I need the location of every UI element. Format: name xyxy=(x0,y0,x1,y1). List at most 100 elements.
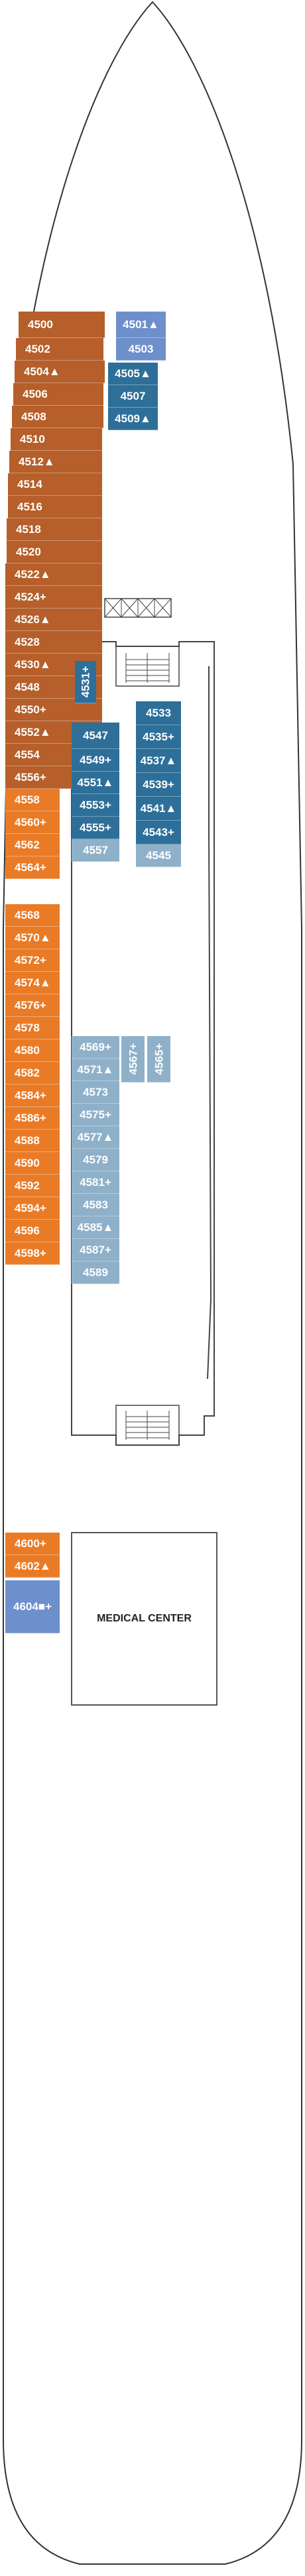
cabin-number: 4549+ xyxy=(80,754,111,766)
cabin-number: 4557 xyxy=(83,844,108,856)
cabin-4553[interactable]: 4553+ xyxy=(72,794,119,817)
cabin-4518[interactable]: 4518 xyxy=(7,518,102,541)
cabin-number: 4575+ xyxy=(80,1108,111,1121)
cabin-4537[interactable]: 4537▲ xyxy=(136,749,181,773)
cabin-4584[interactable]: 4584+ xyxy=(5,1084,60,1107)
cabin-number: 4500 xyxy=(28,318,53,331)
cabin-number: 4514 xyxy=(17,478,42,491)
cabin-4522[interactable]: 4522▲ xyxy=(5,563,102,586)
cabin-4582[interactable]: 4582 xyxy=(5,1062,60,1084)
cabin-4576[interactable]: 4576+ xyxy=(5,994,60,1017)
cabin-4575[interactable]: 4575+ xyxy=(72,1104,119,1126)
cabin-4587[interactable]: 4587+ xyxy=(72,1239,119,1261)
cabin-4508[interactable]: 4508 xyxy=(12,406,103,428)
cabin-4505[interactable]: 4505▲ xyxy=(108,363,158,385)
cabin-4557[interactable]: 4557 xyxy=(72,839,119,862)
cabin-4594[interactable]: 4594+ xyxy=(5,1197,60,1220)
cabin-4507[interactable]: 4507 xyxy=(108,385,158,408)
cabin-number: 4564+ xyxy=(15,861,46,874)
cabin-4572[interactable]: 4572+ xyxy=(5,949,60,972)
cabin-number: 4565+ xyxy=(152,1043,165,1075)
cabin-4512[interactable]: 4512▲ xyxy=(9,451,102,473)
cabin-4585[interactable]: 4585▲ xyxy=(72,1216,119,1239)
cabin-4600[interactable]: 4600+ xyxy=(5,1533,60,1555)
cabin-4526[interactable]: 4526▲ xyxy=(5,609,102,631)
cabin-number: 4520 xyxy=(16,546,41,558)
cabin-4568[interactable]: 4568 xyxy=(5,904,60,927)
cabin-4558[interactable]: 4558 xyxy=(5,789,60,811)
cabin-number: 4589 xyxy=(83,1266,108,1279)
cabin-number: 4588 xyxy=(15,1134,40,1147)
cabin-4524[interactable]: 4524+ xyxy=(5,586,102,609)
cabin-number: 4551▲ xyxy=(77,776,114,789)
cabin-number: 4548 xyxy=(15,681,40,693)
cabin-number: 4584+ xyxy=(15,1089,46,1102)
cabin-4535[interactable]: 4535+ xyxy=(136,725,181,749)
cabin-4562[interactable]: 4562 xyxy=(5,834,60,856)
cabin-4555[interactable]: 4555+ xyxy=(72,817,119,839)
cabin-4520[interactable]: 4520 xyxy=(7,541,102,563)
cabin-4516[interactable]: 4516 xyxy=(8,496,102,518)
cabin-4569[interactable]: 4569+ xyxy=(72,1036,119,1059)
cabin-4541[interactable]: 4541▲ xyxy=(136,797,181,821)
cabin-4504[interactable]: 4504▲ xyxy=(15,361,105,383)
cabin-4503[interactable]: 4503 xyxy=(116,338,166,361)
cabin-4578[interactable]: 4578 xyxy=(5,1017,60,1039)
cabin-4570[interactable]: 4570▲ xyxy=(5,927,60,949)
cabin-number: 4600+ xyxy=(15,1537,46,1550)
cabin-4531[interactable]: 4531+ xyxy=(75,661,96,703)
cabin-4500[interactable]: 4500 xyxy=(19,312,105,338)
cabin-number: 4535+ xyxy=(143,731,174,743)
cabin-4514[interactable]: 4514 xyxy=(8,473,102,496)
cabin-4592[interactable]: 4592 xyxy=(5,1175,60,1197)
cabin-number: 4594+ xyxy=(15,1202,46,1214)
cabin-4510[interactable]: 4510 xyxy=(11,428,102,451)
cabin-4602[interactable]: 4602▲ xyxy=(5,1555,60,1578)
cabin-number: 4571▲ xyxy=(77,1063,114,1076)
cabin-4539[interactable]: 4539+ xyxy=(136,773,181,797)
cabin-4560[interactable]: 4560+ xyxy=(5,811,60,834)
cabin-4588[interactable]: 4588 xyxy=(5,1130,60,1152)
cabin-4598[interactable]: 4598+ xyxy=(5,1242,60,1265)
cabin-4571[interactable]: 4571▲ xyxy=(72,1059,119,1081)
cabin-number: 4503 xyxy=(128,343,154,355)
cabin-number: 4587+ xyxy=(80,1244,111,1256)
cabin-4586[interactable]: 4586+ xyxy=(5,1107,60,1130)
cabin-4567[interactable]: 4567+ xyxy=(121,1036,145,1083)
cabin-4583[interactable]: 4583 xyxy=(72,1194,119,1216)
cabin-4574[interactable]: 4574▲ xyxy=(5,972,60,994)
cabin-4549[interactable]: 4549+ xyxy=(72,749,119,772)
cabin-4564[interactable]: 4564+ xyxy=(5,856,60,879)
cabin-number: 4572+ xyxy=(15,954,46,966)
cabin-4577[interactable]: 4577▲ xyxy=(72,1126,119,1149)
cabin-4545[interactable]: 4545 xyxy=(136,845,181,867)
cabin-4579[interactable]: 4579 xyxy=(72,1149,119,1171)
cabin-number: 4582 xyxy=(15,1067,40,1079)
cabin-4590[interactable]: 4590 xyxy=(5,1152,60,1175)
cabin-4543[interactable]: 4543+ xyxy=(136,821,181,845)
cabin-4573[interactable]: 4573 xyxy=(72,1081,119,1104)
cabin-number: 4543+ xyxy=(143,826,174,839)
cabin-4596[interactable]: 4596 xyxy=(5,1220,60,1242)
cabin-number: 4560+ xyxy=(15,816,46,829)
cabin-4502[interactable]: 4502 xyxy=(16,338,103,361)
cabin-number: 4553+ xyxy=(80,799,111,811)
cabin-4501[interactable]: 4501▲ xyxy=(116,312,166,338)
cabin-4589[interactable]: 4589 xyxy=(72,1261,119,1284)
cabin-4581[interactable]: 4581+ xyxy=(72,1171,119,1194)
cabin-4551[interactable]: 4551▲ xyxy=(72,772,119,794)
cabin-number: 4598+ xyxy=(15,1247,46,1259)
cabin-4533[interactable]: 4533 xyxy=(136,701,181,725)
cabin-number: 4530▲ xyxy=(15,658,51,671)
cabin-number: 4522▲ xyxy=(15,568,51,581)
cabin-4506[interactable]: 4506 xyxy=(13,383,103,406)
cabin-4604[interactable]: 4604■+ xyxy=(5,1580,60,1633)
cabin-4528[interactable]: 4528 xyxy=(5,631,102,654)
cabin-4547[interactable]: 4547 xyxy=(72,723,119,749)
cabin-number: 4550+ xyxy=(15,703,46,716)
cabin-number: 4537▲ xyxy=(140,754,177,767)
cabin-4565[interactable]: 4565+ xyxy=(147,1036,170,1083)
cabin-4580[interactable]: 4580 xyxy=(5,1039,60,1062)
medical-center: MEDICAL CENTER xyxy=(71,1532,217,1706)
cabin-4509[interactable]: 4509▲ xyxy=(108,408,158,430)
